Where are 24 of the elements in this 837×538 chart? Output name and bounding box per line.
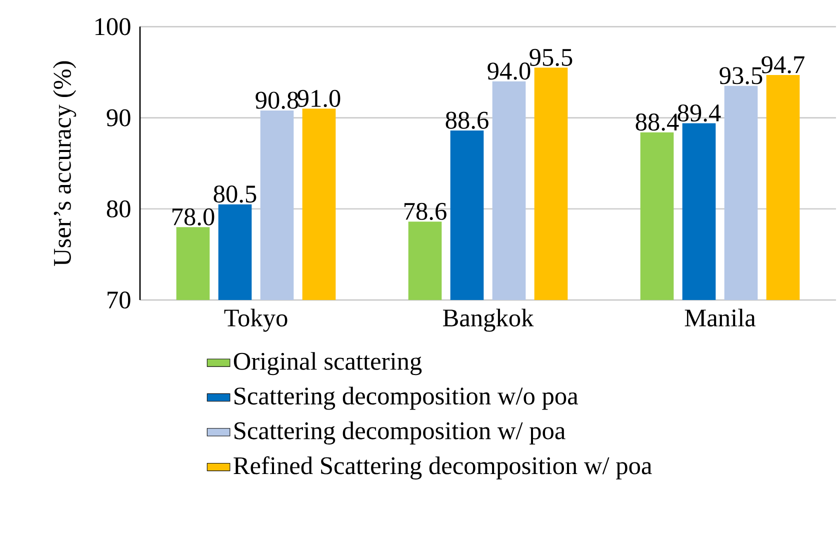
legend-label: Scattering decomposition w/o poa <box>234 386 578 410</box>
y-tick-label: 80 <box>106 200 130 218</box>
x-tick-label: Tokyo <box>224 308 288 332</box>
data-label: 91.0 <box>298 90 340 108</box>
x-tick-label: Bangkok <box>443 308 534 332</box>
y-tick-label: 70 <box>108 291 130 309</box>
data-label: 78.6 <box>404 202 446 220</box>
data-label: 94.7 <box>762 56 804 74</box>
data-label: 89.4 <box>678 104 721 122</box>
data-label: 95.5 <box>530 48 572 66</box>
data-label: 94.0 <box>488 62 530 80</box>
legend-label: Scattering decomposition w/ poa <box>234 421 566 445</box>
data-label: 78.0 <box>172 208 214 226</box>
data-label: 80.5 <box>214 186 256 203</box>
data-label: 93.5 <box>720 67 762 84</box>
data-label: 90.8 <box>256 92 298 109</box>
y-axis-title: User’s accuracy (%) <box>53 61 76 266</box>
data-label: 88.6 <box>446 112 488 129</box>
y-tick-label: 100 <box>96 18 130 36</box>
x-tick-label: Manila <box>684 308 756 327</box>
data-label: 88.4 <box>636 114 679 131</box>
legend-label: Original scattering <box>234 352 422 376</box>
y-tick-label: 90 <box>106 109 130 126</box>
legend-label: Refined Scattering decomposition w/ poa <box>234 456 652 480</box>
